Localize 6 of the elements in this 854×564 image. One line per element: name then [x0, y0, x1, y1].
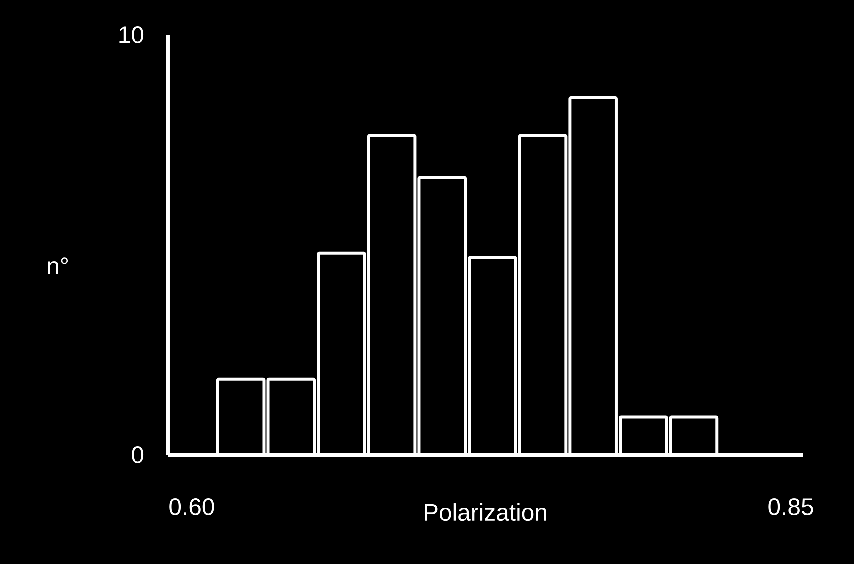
- y-axis-title: n°: [48, 258, 68, 274]
- x-axis-title: Polarization: [425, 504, 546, 522]
- y-tick-label: 10: [120, 26, 144, 44]
- x-tick-label: 0.60: [170, 498, 214, 516]
- x-tick-label: 0.85: [768, 498, 814, 516]
- y-tick-label: 0: [132, 446, 144, 464]
